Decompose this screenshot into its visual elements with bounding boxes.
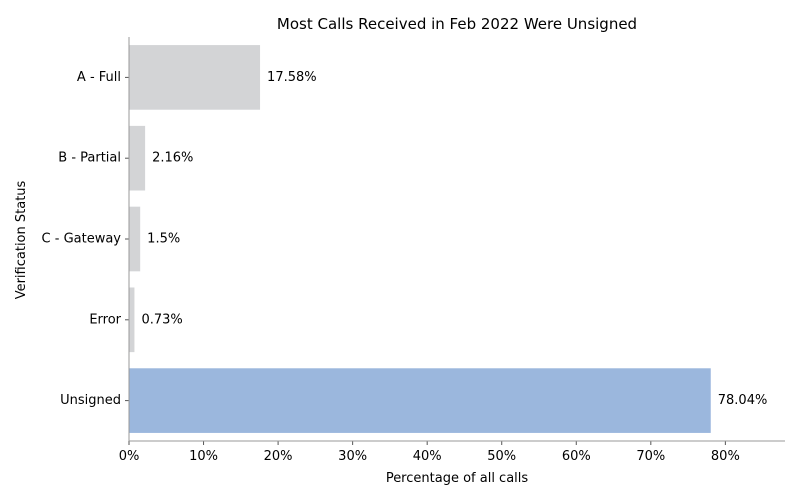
x-tick-label-60: 60%: [562, 449, 591, 464]
chart-title: Most Calls Received in Feb 2022 Were Uns…: [277, 15, 637, 33]
data-label-error: 0.73%: [141, 312, 182, 327]
y-tick-label-error: Error: [89, 312, 121, 327]
data-labels-group: 17.58% 2.16% 1.5% 0.73% 78.04%: [141, 70, 767, 408]
data-label-unsigned: 78.04%: [718, 393, 768, 408]
x-tick-label-30: 30%: [338, 449, 367, 464]
y-axis-label: Verification Status: [14, 180, 29, 299]
y-tick-label-a-full: A - Full: [77, 70, 121, 85]
x-tick-label-10: 10%: [189, 449, 218, 464]
bar-unsigned: [129, 368, 711, 433]
x-tick-label-20: 20%: [264, 449, 293, 464]
x-tick-label-80: 80%: [711, 449, 740, 464]
bar-c-gateway: [129, 206, 141, 272]
data-label-c-gateway: 1.5%: [147, 232, 180, 247]
bar-error: [129, 287, 135, 353]
y-tick-label-unsigned: Unsigned: [60, 393, 121, 408]
data-label-b-partial: 2.16%: [152, 151, 193, 166]
bars-group: [129, 45, 711, 433]
x-tick-label-50: 50%: [487, 449, 516, 464]
x-tick-label-70: 70%: [636, 449, 665, 464]
y-axis: A - Full B - Partial C - Gateway Error Unsig…: [42, 70, 129, 408]
bar-b-partial: [129, 125, 146, 191]
x-axis-label: Percentage of all calls: [386, 471, 529, 486]
data-label-a-full: 17.58%: [267, 70, 317, 85]
x-axis: 0% 10% 20% 30% 40% 50% 60% 70% 80%: [119, 441, 740, 464]
y-tick-label-c-gateway: C - Gateway: [42, 232, 122, 247]
y-tick-label-b-partial: B - Partial: [58, 151, 121, 166]
x-tick-label-0: 0%: [119, 449, 140, 464]
x-tick-label-40: 40%: [413, 449, 442, 464]
bar-a-full: [129, 45, 261, 110]
